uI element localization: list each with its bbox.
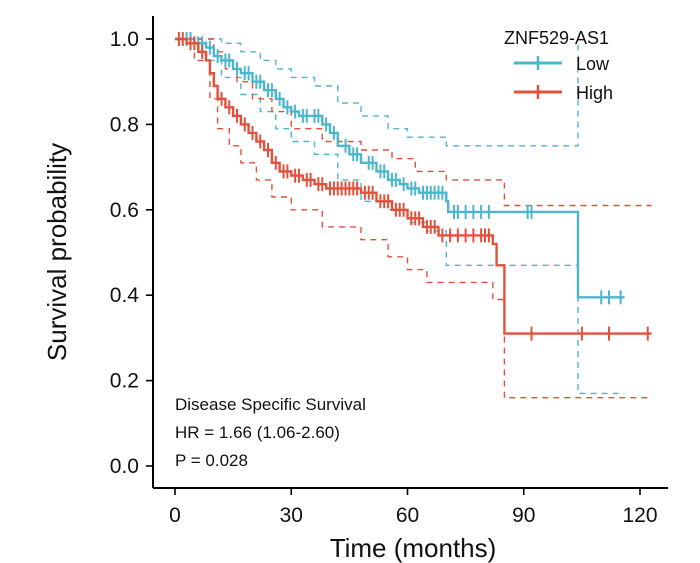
x-axis-title: Time (months) (330, 533, 497, 563)
legend-title: ZNF529-AS1 (504, 28, 609, 48)
annotation-pvalue: P = 0.028 (175, 451, 248, 470)
x-tick-label: 0 (169, 504, 181, 527)
x-tick-label: 60 (396, 504, 419, 527)
legend-label-high: High (576, 83, 613, 103)
y-tick-label: 0.8 (110, 113, 139, 136)
y-tick-label: 0.0 (110, 455, 139, 478)
y-tick-label: 0.4 (110, 284, 140, 307)
legend-label-low: Low (576, 54, 610, 74)
survival-curve-low (175, 37, 625, 299)
survival-curve-high (175, 37, 652, 335)
annotation-block: Disease Specific Survival HR = 1.66 (1.0… (175, 395, 366, 470)
y-tick-label: 0.2 (110, 370, 139, 393)
survival-curves (175, 32, 652, 341)
y-tick-label: 0.6 (110, 199, 139, 222)
ci-lower-high (175, 38, 652, 399)
y-axis-title: Survival probability (42, 143, 72, 361)
axes: 0.0 0.2 0.4 0.6 0.8 1.0 0 30 60 90 120 (110, 16, 668, 527)
legend: ZNF529-AS1 Low High (504, 28, 613, 103)
x-tick-label: 120 (622, 504, 657, 527)
ci-upper-low (175, 38, 579, 147)
annotation-endpoint: Disease Specific Survival (175, 395, 366, 414)
y-tick-label: 1.0 (110, 28, 139, 51)
annotation-hr: HR = 1.66 (1.06-2.60) (175, 423, 340, 442)
x-tick-label: 30 (280, 504, 303, 527)
x-tick-label: 90 (512, 504, 535, 527)
